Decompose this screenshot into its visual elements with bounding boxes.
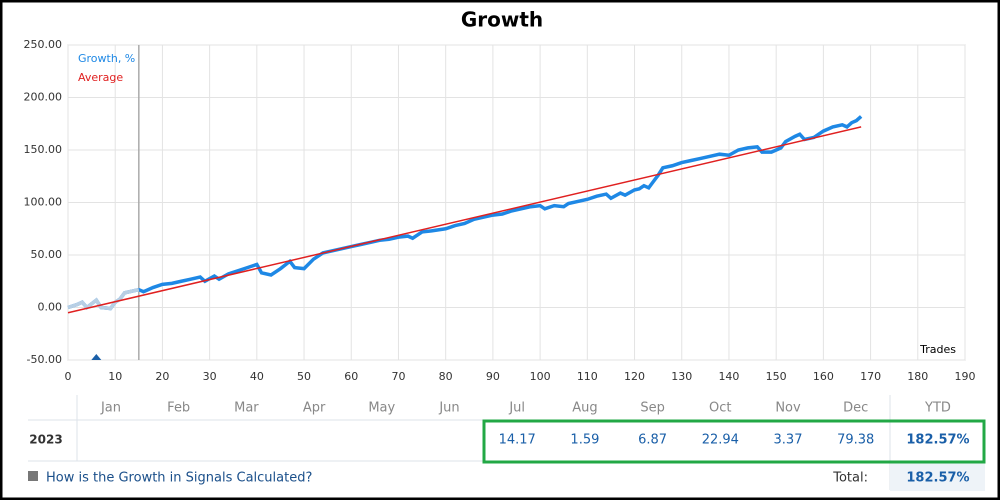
x-tick-label: 80 <box>439 370 453 383</box>
x-tick-label: 180 <box>907 370 928 383</box>
y-tick-label: 50.00 <box>31 248 63 261</box>
x-tick-label: 50 <box>297 370 311 383</box>
legend-entry: Growth, % <box>78 52 135 65</box>
month-header: YTD <box>924 401 951 416</box>
x-tick-label: 160 <box>813 370 834 383</box>
x-tick-label: 0 <box>65 370 72 383</box>
month-header: Jun <box>438 401 459 416</box>
chart-title: Growth <box>461 8 543 32</box>
y-tick-label: 100.00 <box>24 196 63 209</box>
x-tick-label: 170 <box>860 370 881 383</box>
total-label: Total: <box>832 471 868 486</box>
month-value: 3.37 <box>774 433 803 448</box>
info-icon <box>28 471 38 481</box>
month-header: Dec <box>843 401 868 416</box>
x-tick-label: 130 <box>671 370 692 383</box>
dynamic: 0 10 20 30 40 50 60 70 80 90 100 110 120 130 140 150 160… <box>24 38 976 448</box>
month-header: Aug <box>572 401 597 416</box>
month-header: Nov <box>775 401 801 416</box>
highlight-box <box>482 419 986 464</box>
x-tick-label: 110 <box>577 370 598 383</box>
ytd-value: 182.57% <box>906 433 969 448</box>
y-tick-label: 0.00 <box>38 301 63 314</box>
month-header: Sep <box>640 401 665 416</box>
year: 2023 <box>29 433 62 447</box>
x-tick-label: 90 <box>486 370 500 383</box>
y-tick-label: 200.00 <box>24 91 63 104</box>
x-tick-label: 60 <box>344 370 358 383</box>
month-header: Jul <box>508 401 525 416</box>
x-tick-label: 100 <box>530 370 551 383</box>
x-axis-title: Trades <box>919 343 956 356</box>
month-header: Mar <box>234 401 259 416</box>
y-tick-label: -50.00 <box>27 353 62 366</box>
month-value: 79.38 <box>837 433 874 448</box>
total-cell <box>890 461 985 491</box>
month-value: 6.87 <box>638 433 667 448</box>
month-value: 22.94 <box>702 433 739 448</box>
month-header: Jan <box>100 401 121 416</box>
series-line <box>67 115 863 311</box>
x-tick-label: 10 <box>108 370 122 383</box>
month-header: Feb <box>167 401 190 416</box>
x-tick-label: 190 <box>955 370 976 383</box>
x-tick-label: 150 <box>766 370 787 383</box>
x-tick-label: 40 <box>250 370 264 383</box>
y-tick-label: 150.00 <box>24 143 63 156</box>
x-tick-label: 20 <box>155 370 169 383</box>
month-header: May <box>368 401 395 416</box>
series-line <box>67 126 862 314</box>
month-value: 14.17 <box>499 433 536 448</box>
help-link[interactable]: How is the Growth in Signals Calculated? <box>46 471 312 486</box>
x-tick-label: 140 <box>718 370 739 383</box>
month-header: Apr <box>303 401 326 416</box>
month-value: 1.59 <box>570 433 599 448</box>
x-tick-label: 70 <box>391 370 405 383</box>
legend-entry: Average <box>78 71 123 84</box>
y-tick-label: 250.00 <box>24 38 63 51</box>
x-tick-label: 120 <box>624 370 645 383</box>
deposit-marker <box>91 354 102 360</box>
total-value: 182.57% <box>906 471 969 486</box>
x-tick-label: 30 <box>203 370 217 383</box>
pre-marker-overlay <box>67 287 140 311</box>
month-header: Oct <box>709 401 731 416</box>
